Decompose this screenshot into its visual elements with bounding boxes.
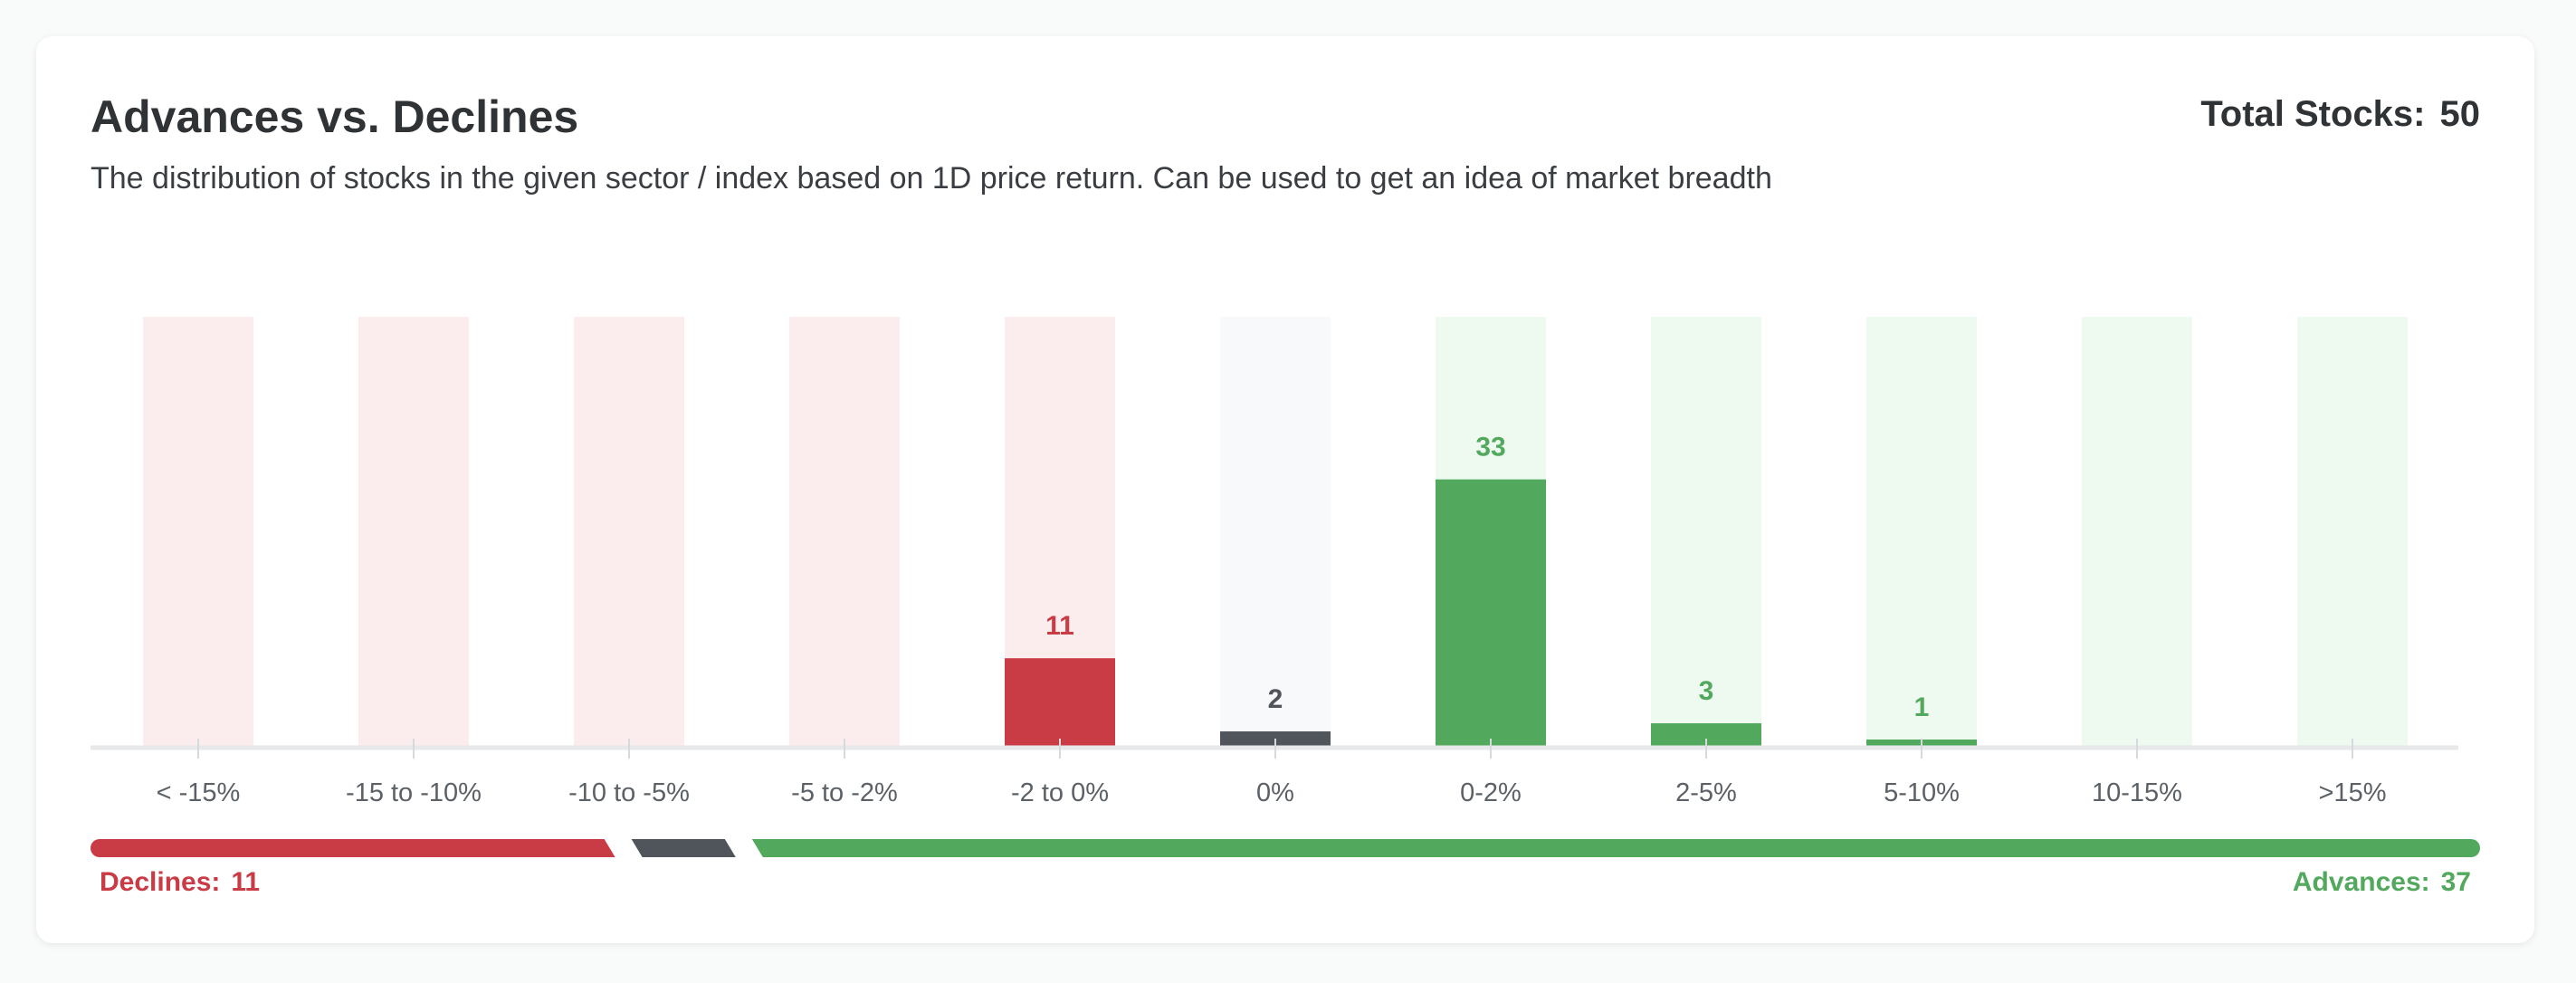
- bar-value-label: 3: [1699, 676, 1714, 706]
- bar-track: [789, 317, 900, 748]
- bar: [1005, 658, 1115, 748]
- x-tick-label: -5 to -2%: [791, 778, 898, 807]
- x-tick-label: -2 to 0%: [1011, 778, 1109, 807]
- bar-value-label: 11: [1045, 611, 1074, 641]
- bar-value-label: 2: [1268, 684, 1283, 714]
- advances-summary: Advances: 37: [2293, 867, 2471, 898]
- x-tick-label: 0-2%: [1460, 778, 1522, 807]
- bar-track: [143, 317, 253, 748]
- bar-track: [1866, 317, 1977, 748]
- x-tick-label: >15%: [2319, 778, 2387, 807]
- total-stocks-value: 50: [2439, 94, 2481, 134]
- declines-label: Declines:: [100, 867, 221, 897]
- advances-label: Advances:: [2292, 867, 2430, 897]
- x-tick-label: -15 to -10%: [346, 778, 482, 807]
- breadth-bar-advances: [751, 839, 2480, 857]
- total-stocks-label: Total Stocks:: [2200, 94, 2426, 134]
- x-tick-label: 0%: [1256, 778, 1294, 807]
- x-tick-label: 5-10%: [1884, 778, 1960, 807]
- chart-subtitle: The distribution of stocks in the given …: [91, 161, 1772, 196]
- bar: [1436, 479, 1546, 748]
- x-tick-label: -10 to -5%: [568, 778, 690, 807]
- advances-value: 37: [2440, 867, 2471, 897]
- bar-track: [1220, 317, 1331, 748]
- bar-track: [574, 317, 684, 748]
- declines-summary: Declines: 11: [100, 867, 260, 898]
- total-stocks: Total Stocks: 50: [2200, 94, 2480, 135]
- chart-title: Advances vs. Declines: [91, 91, 579, 142]
- breadth-bar-declines: [91, 839, 615, 857]
- bar-track: [358, 317, 469, 748]
- breadth-bar-neutral: [631, 839, 736, 857]
- bar-value-label: 33: [1475, 433, 1505, 463]
- bar-track: [1651, 317, 1761, 748]
- declines-value: 11: [231, 867, 261, 897]
- x-tick-label: 2-5%: [1675, 778, 1737, 807]
- bar-track: [2297, 317, 2408, 748]
- x-tick-label: < -15%: [157, 778, 241, 807]
- x-tick-label: 10-15%: [2092, 778, 2182, 807]
- bar-value-label: 1: [1914, 692, 1930, 722]
- bar-track: [2082, 317, 2192, 748]
